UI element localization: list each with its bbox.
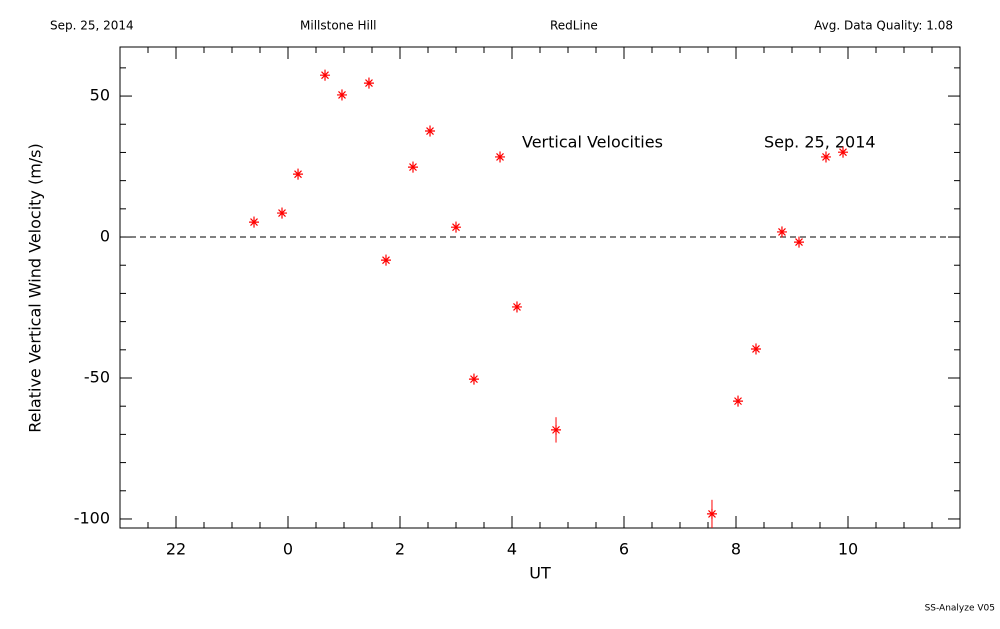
header-site: Millstone Hill bbox=[300, 19, 376, 33]
point bbox=[293, 169, 304, 180]
annotation: Vertical Velocities bbox=[522, 133, 663, 152]
y-tick-label: -50 bbox=[84, 368, 110, 387]
x-tick-label: 2 bbox=[395, 540, 405, 559]
point bbox=[320, 70, 331, 81]
point bbox=[425, 126, 436, 137]
y-axis-label: Relative Vertical Wind Velocity (m/s) bbox=[26, 143, 45, 433]
point bbox=[363, 78, 374, 89]
point bbox=[776, 226, 787, 237]
point bbox=[495, 151, 506, 162]
y-tick-label: -100 bbox=[74, 508, 110, 527]
header-quality: Avg. Data Quality: 1.08 bbox=[814, 19, 953, 33]
point bbox=[451, 222, 461, 233]
x-tick-label: 6 bbox=[619, 540, 629, 559]
point bbox=[794, 237, 804, 248]
y-tick-label: 50 bbox=[90, 86, 110, 105]
annotation: Sep. 25, 2014 bbox=[764, 133, 876, 152]
x-tick-label: 22 bbox=[166, 540, 186, 559]
point bbox=[277, 208, 288, 219]
point bbox=[336, 89, 347, 100]
point bbox=[511, 301, 522, 312]
point bbox=[838, 147, 849, 158]
x-axis-label: UT bbox=[529, 564, 551, 583]
x-tick-label: 0 bbox=[283, 540, 293, 559]
point bbox=[706, 508, 717, 519]
point bbox=[551, 424, 562, 435]
point bbox=[750, 343, 761, 354]
x-tick-label: 10 bbox=[838, 540, 858, 559]
header-line: RedLine bbox=[550, 19, 598, 33]
x-tick-label: 4 bbox=[507, 540, 517, 559]
point bbox=[249, 217, 260, 228]
point bbox=[468, 374, 479, 385]
point bbox=[407, 162, 418, 173]
y-tick-label: 0 bbox=[100, 227, 110, 246]
x-tick-label: 8 bbox=[731, 540, 741, 559]
point bbox=[381, 255, 391, 266]
plot-frame bbox=[119, 46, 961, 529]
footer: SS-Analyze V05 bbox=[925, 604, 995, 614]
header-date: Sep. 25, 2014 bbox=[50, 19, 134, 33]
point bbox=[820, 151, 831, 162]
point bbox=[733, 396, 744, 407]
